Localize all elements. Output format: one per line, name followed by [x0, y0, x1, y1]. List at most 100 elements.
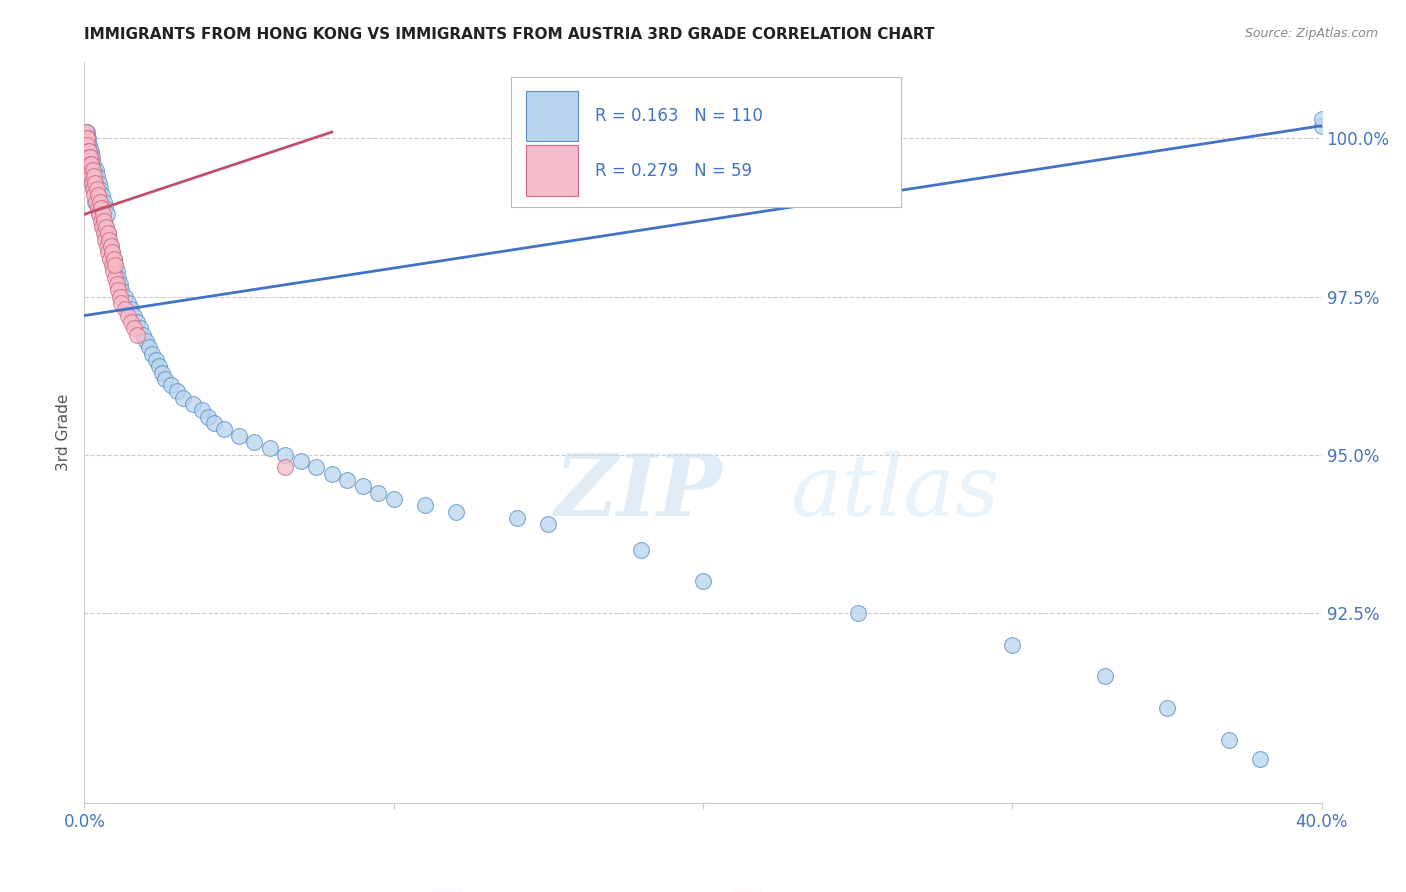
Point	[76, 131, 98, 145]
Point	[846, 606, 869, 620]
Point	[89, 194, 111, 209]
Point	[83, 182, 105, 196]
Point	[83, 188, 105, 202]
Point	[91, 188, 114, 202]
Point	[100, 258, 122, 272]
Point	[101, 245, 124, 260]
Point	[413, 499, 436, 513]
Point	[83, 169, 105, 184]
Text: IMMIGRANTS FROM HONG KONG VS IMMIGRANTS FROM AUSTRIA 3RD GRADE CORRELATION CHART: IMMIGRANTS FROM HONG KONG VS IMMIGRANTS …	[84, 27, 935, 42]
Point	[80, 157, 103, 171]
Point	[80, 144, 103, 158]
FancyBboxPatch shape	[526, 91, 578, 141]
Point	[122, 309, 145, 323]
Point	[135, 334, 157, 348]
Point	[76, 131, 98, 145]
Point	[90, 213, 112, 227]
Point	[103, 252, 125, 266]
Point	[82, 163, 104, 178]
Point	[76, 125, 98, 139]
Point	[1001, 638, 1024, 652]
Point	[94, 233, 117, 247]
Point	[84, 176, 107, 190]
Point	[1310, 119, 1333, 133]
Point	[79, 150, 101, 164]
Point	[93, 194, 115, 209]
Point	[150, 366, 173, 380]
Point	[104, 258, 127, 272]
Point	[79, 163, 101, 178]
Point	[197, 409, 219, 424]
Point	[290, 454, 312, 468]
Point	[101, 264, 124, 278]
Point	[89, 207, 111, 221]
Point	[82, 169, 104, 184]
Point	[89, 176, 111, 190]
Point	[274, 460, 297, 475]
Point	[120, 315, 142, 329]
Point	[105, 264, 128, 278]
Point	[321, 467, 343, 481]
Point	[98, 252, 121, 266]
Point	[79, 157, 101, 171]
Point	[98, 233, 121, 247]
Point	[80, 169, 103, 184]
Point	[537, 517, 560, 532]
Point	[76, 169, 98, 184]
Point	[160, 378, 183, 392]
Point	[91, 219, 114, 234]
Point	[75, 137, 97, 152]
Point	[76, 131, 98, 145]
Point	[77, 144, 100, 158]
Point	[97, 245, 120, 260]
Point	[86, 182, 108, 196]
Point	[506, 511, 529, 525]
Point	[1249, 751, 1271, 765]
Text: R = 0.279   N = 59: R = 0.279 N = 59	[595, 161, 752, 179]
Point	[76, 137, 98, 152]
Point	[83, 163, 105, 178]
Point	[93, 227, 115, 241]
Point	[110, 283, 132, 297]
Point	[91, 207, 114, 221]
Point	[181, 397, 204, 411]
Point	[103, 252, 125, 266]
Point	[75, 144, 97, 158]
Point	[138, 340, 160, 354]
Point	[86, 182, 108, 196]
FancyBboxPatch shape	[512, 78, 901, 207]
Point	[243, 435, 266, 450]
Point	[96, 239, 118, 253]
Point	[129, 321, 152, 335]
Point	[82, 182, 104, 196]
Point	[172, 391, 194, 405]
Point	[120, 302, 142, 317]
Point	[125, 315, 148, 329]
Point	[77, 144, 100, 158]
Point	[84, 176, 107, 190]
Point	[305, 460, 328, 475]
Point	[76, 163, 98, 178]
Point	[94, 201, 117, 215]
Point	[91, 207, 114, 221]
Point	[84, 163, 107, 178]
Point	[97, 227, 120, 241]
Point	[75, 125, 97, 139]
Point	[76, 137, 98, 152]
Point	[87, 207, 110, 221]
Point	[89, 182, 111, 196]
Point	[191, 403, 214, 417]
Point	[692, 574, 714, 589]
Point	[96, 207, 118, 221]
Point	[367, 485, 389, 500]
Point	[382, 491, 405, 506]
Point	[125, 327, 148, 342]
Point	[1310, 112, 1333, 127]
Text: atlas: atlas	[790, 450, 998, 533]
Point	[100, 239, 122, 253]
Point	[1156, 701, 1178, 715]
Point	[91, 219, 114, 234]
Point	[114, 289, 136, 303]
Text: R = 0.163   N = 110: R = 0.163 N = 110	[595, 107, 763, 125]
Point	[105, 277, 128, 291]
